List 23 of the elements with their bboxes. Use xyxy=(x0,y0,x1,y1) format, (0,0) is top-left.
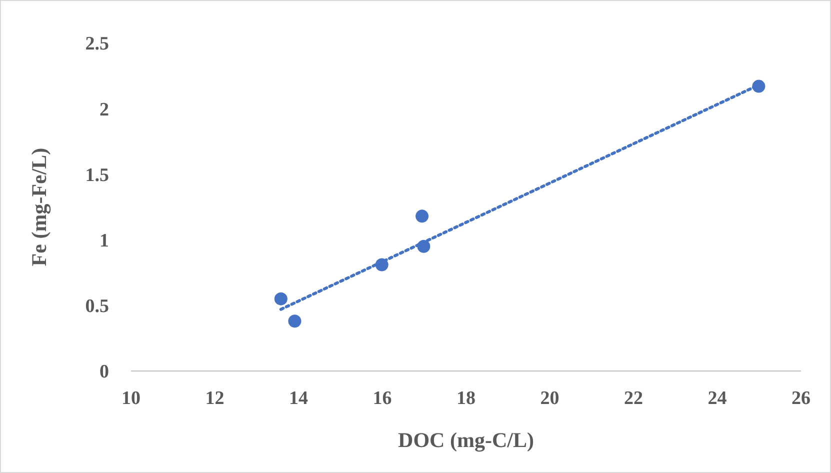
y-tick-label: 2.5 xyxy=(85,34,109,55)
y-tick-label: 2 xyxy=(100,99,109,120)
x-tick-label: 12 xyxy=(205,388,224,409)
y-tick-label: 1 xyxy=(100,230,109,252)
point xyxy=(416,210,429,223)
y-tick-label: 0 xyxy=(100,362,109,383)
x-tick-label: 20 xyxy=(540,388,560,409)
x-tick-label: 14 xyxy=(289,388,308,409)
y-tick-label: 1.5 xyxy=(85,164,109,186)
x-tick-label: 18 xyxy=(456,388,476,409)
x-tick-label: 26 xyxy=(792,388,810,409)
point xyxy=(375,258,388,272)
point xyxy=(417,240,430,253)
y-tick-label: 0.5 xyxy=(85,296,109,318)
x-tick-label: 10 xyxy=(122,388,140,409)
x-tick-label: 24 xyxy=(708,388,728,409)
x-axis-title: DOC (mg-C/L) xyxy=(398,428,534,452)
point xyxy=(274,292,288,306)
point xyxy=(288,314,302,328)
point xyxy=(752,80,766,93)
x-tick-label: 16 xyxy=(372,388,392,409)
y-axis-title: Fe (mg-Fe/L) xyxy=(27,148,51,266)
x-tick-label: 22 xyxy=(624,388,643,409)
